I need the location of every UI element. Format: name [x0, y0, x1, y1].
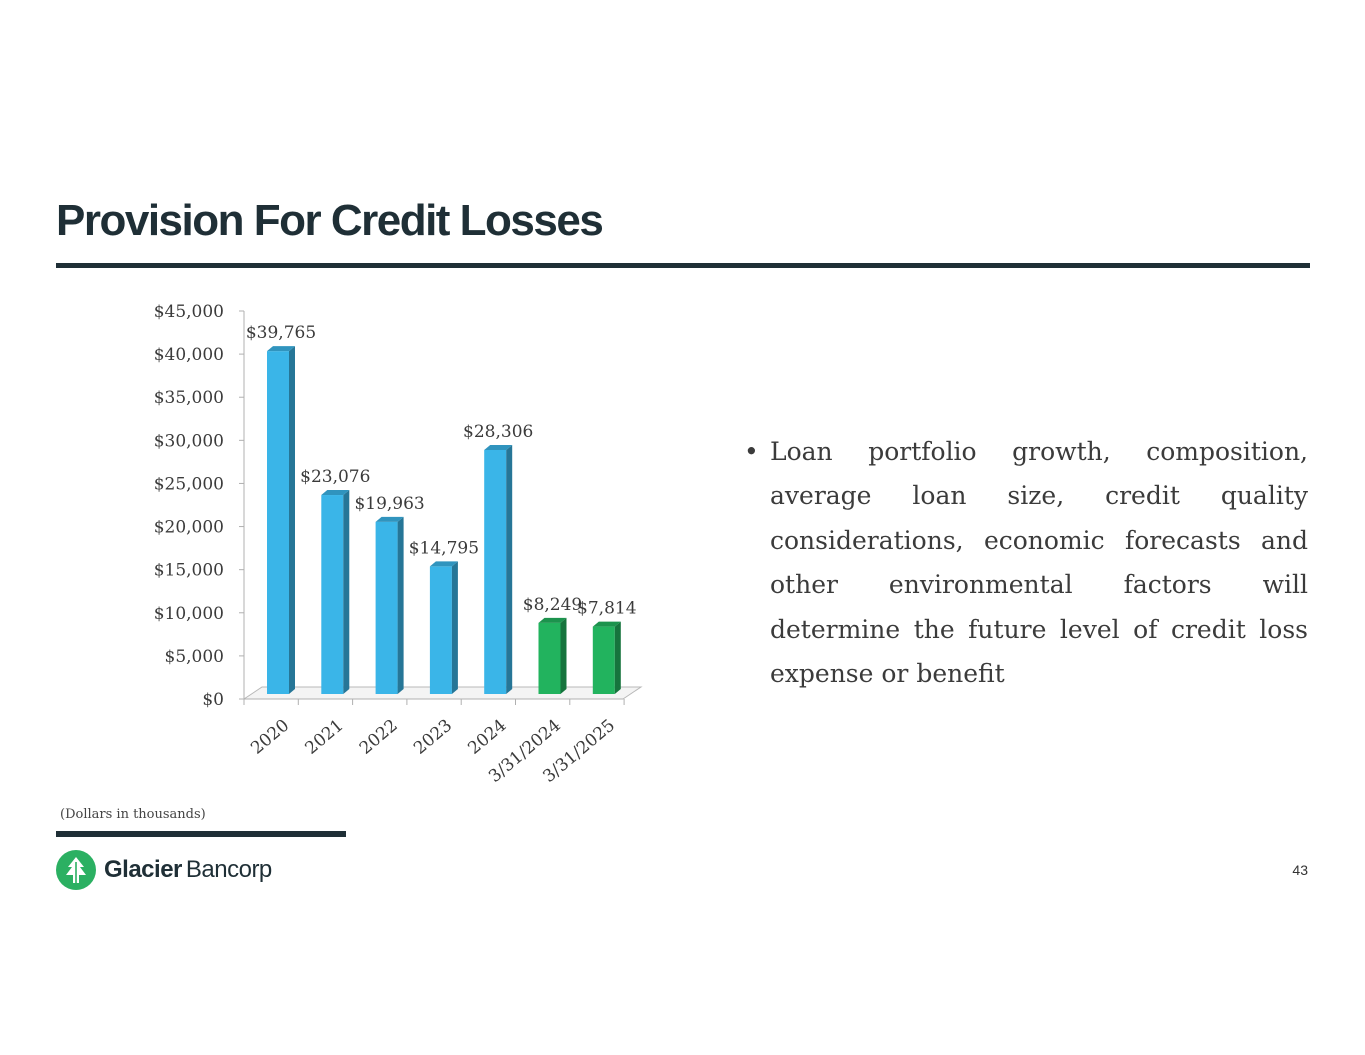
bar-side — [289, 346, 295, 694]
bar-side — [451, 561, 458, 694]
bar-top — [321, 490, 350, 496]
bar-front — [429, 566, 452, 694]
y-tick-label: $10,000 — [154, 604, 224, 624]
bar-top — [429, 561, 458, 567]
title-divider — [56, 263, 1310, 268]
data-label: $19,963 — [354, 494, 424, 514]
bar-side — [614, 621, 621, 694]
bar-2021 — [321, 490, 350, 694]
bar-2020 — [267, 346, 295, 694]
y-tick-label: $45,000 — [154, 302, 224, 322]
chart-axes: $0 $5,000 $10,000 $15,000 $20,000 $25,000 $30,… — [154, 302, 643, 710]
chart-labels: $39,765 2020 $23,076 2021 $19,963 2022 $14,795… — [246, 323, 637, 787]
page-number: 43 — [1292, 862, 1308, 878]
bar-3/31/2025 — [592, 621, 621, 694]
bar-2024 — [484, 444, 513, 694]
y-tick-label: $0 — [202, 690, 224, 710]
bar-top — [375, 516, 404, 522]
x-tick-label: 2020 — [247, 716, 293, 759]
bar-front — [484, 449, 507, 694]
bar-top — [484, 444, 513, 450]
y-tick-label: $15,000 — [154, 561, 224, 581]
logo-name-light: Bancorp — [185, 856, 272, 883]
bar-top — [592, 621, 621, 627]
y-tick-label: $5,000 — [165, 647, 224, 667]
y-tick-label: $25,000 — [154, 474, 224, 494]
bar-3/31/2024 — [538, 617, 567, 694]
data-label: $23,076 — [300, 467, 370, 487]
bar-side — [560, 617, 567, 694]
bar-front — [592, 626, 615, 694]
y-tick-label: $30,000 — [154, 431, 224, 451]
bar-front — [321, 495, 344, 694]
bar-side — [506, 444, 513, 694]
footer-divider — [56, 831, 346, 837]
x-tick-label: 2022 — [356, 716, 402, 759]
bar-top — [267, 346, 295, 352]
company-logo: Glacier Bancorp — [56, 850, 272, 890]
x-tick-label: 2021 — [302, 716, 348, 759]
provision-bar-chart: $0 $5,000 $10,000 $15,000 $20,000 $25,000 $30,… — [154, 302, 643, 787]
page-title: Provision For Credit Losses — [56, 196, 604, 245]
bullet-marker: • — [744, 437, 759, 466]
bar-front — [267, 351, 289, 694]
y-tick-label: $20,000 — [154, 518, 224, 538]
bar-2023 — [429, 561, 458, 694]
bar-front — [375, 521, 398, 694]
glacier-tree-icon — [56, 850, 96, 890]
data-label: $8,249 — [523, 595, 582, 615]
y-tick-label: $40,000 — [154, 345, 224, 365]
bar-front — [538, 622, 561, 694]
data-label: $28,306 — [463, 422, 533, 442]
chart-bars — [267, 346, 621, 694]
logo-name-bold: Glacier — [104, 856, 182, 883]
bullet-text: Loan portfolio growth, composition, aver… — [770, 437, 1308, 689]
data-label: $7,814 — [577, 599, 636, 619]
y-tick-label: $35,000 — [154, 388, 224, 408]
bullet-point: • Loan portfolio growth, composition, av… — [744, 430, 1308, 696]
bar-2022 — [375, 516, 404, 694]
footnote: (Dollars in thousands) — [60, 807, 206, 822]
x-tick-label: 2023 — [410, 716, 456, 759]
data-label: $14,795 — [409, 538, 479, 558]
bar-side — [343, 490, 350, 694]
bar-top — [538, 617, 567, 623]
x-tick-label: 2024 — [464, 716, 510, 759]
data-label: $39,765 — [246, 323, 316, 343]
bar-side — [397, 516, 404, 694]
